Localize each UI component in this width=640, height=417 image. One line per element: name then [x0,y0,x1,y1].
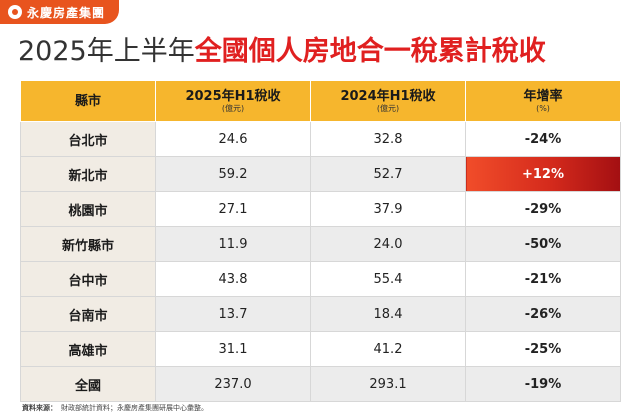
column-header-unit: (%) [536,103,550,113]
revenue-2024-cell: 24.0 [310,226,466,262]
revenue-2025-cell: 27.1 [155,191,311,227]
column-header-label: 年增率 [523,88,563,104]
page-title: 2025年上半年全國個人房地合一稅累計稅收 [18,34,628,70]
table-row: 台南市 13.7 18.4 -26% [20,296,621,332]
revenue-2024-cell: 18.4 [310,296,466,332]
yoy-growth-cell: -19% [465,366,621,402]
yoy-growth-cell: -25% [465,331,621,367]
revenue-2024-cell: 37.9 [310,191,466,227]
revenue-2025-cell: 237.0 [155,366,311,402]
county-cell: 台中市 [20,261,156,297]
column-header-yoy: 年增率 (%) [465,80,621,122]
county-cell: 新北市 [20,156,156,192]
revenue-2024-cell: 293.1 [310,366,466,402]
revenue-2025-cell: 13.7 [155,296,311,332]
county-cell: 台北市 [20,121,156,157]
table-row: 高雄市 31.1 41.2 -25% [20,331,621,367]
tax-table-container: 縣市 2025年H1稅收 (億元) 2024年H1稅收 (億元) 年增率 (%) 台北… [20,80,621,402]
revenue-2024-cell: 32.8 [310,121,466,157]
yoy-growth-cell: -50% [465,226,621,262]
column-header-label: 2024年H1稅收 [340,88,436,104]
county-cell: 新竹縣市 [20,226,156,262]
revenue-2025-cell: 31.1 [155,331,311,367]
title-period: 2025年上半年 [18,36,195,67]
table-header-row: 縣市 2025年H1稅收 (億元) 2024年H1稅收 (億元) 年增率 (%) [20,80,621,122]
table-row-total: 全國 237.0 293.1 -19% [20,366,621,402]
revenue-2025-cell: 59.2 [155,156,311,192]
revenue-2024-cell: 41.2 [310,331,466,367]
yoy-growth-cell: -26% [465,296,621,332]
revenue-2025-cell: 11.9 [155,226,311,262]
brand-logo: 永慶房產集團 [0,0,120,24]
yoy-growth-cell: -21% [465,261,621,297]
tax-revenue-table: 縣市 2025年H1稅收 (億元) 2024年H1稅收 (億元) 年增率 (%) 台北… [20,80,621,402]
revenue-2025-cell: 24.6 [155,121,311,157]
table-row: 桃園市 27.1 37.9 -29% [20,191,621,227]
table-row: 台中市 43.8 55.4 -21% [20,261,621,297]
revenue-2024-cell: 52.7 [310,156,466,192]
column-header-county: 縣市 [20,80,156,122]
source-text: 財政部統計資料；永慶房產集團研展中心彙整。 [61,404,208,412]
column-header-label: 2025年H1稅收 [185,88,281,104]
source-label: 資料來源： [22,404,57,412]
column-header-unit: (億元) [376,103,400,113]
brand-logo-bar: 永慶房產集團 [0,0,120,24]
county-cell: 台南市 [20,296,156,332]
table-row: 台北市 24.6 32.8 -24% [20,121,621,157]
revenue-2024-cell: 55.4 [310,261,466,297]
yoy-growth-highlight-cell: +12% [465,156,621,192]
column-header-2025-h1: 2025年H1稅收 (億元) [155,80,311,122]
yoy-growth-cell: -29% [465,191,621,227]
yungching-logo-icon [8,5,22,19]
brand-name: 永慶房產集團 [27,5,106,20]
source-note: 資料來源： 財政部統計資料；永慶房產集團研展中心彙整。 [22,403,208,413]
column-header-2024-h1: 2024年H1稅收 (億元) [310,80,466,122]
revenue-2025-cell: 43.8 [155,261,311,297]
county-cell: 桃園市 [20,191,156,227]
column-header-unit: (億元) [221,103,245,113]
yoy-growth-cell: -24% [465,121,621,157]
table-row: 新竹縣市 11.9 24.0 -50% [20,226,621,262]
county-cell: 全國 [20,366,156,402]
title-subject: 全國個人房地合一稅累計稅收 [194,36,546,67]
table-row: 新北市 59.2 52.7 +12% [20,156,621,192]
county-cell: 高雄市 [20,331,156,367]
column-header-label: 縣市 [74,93,101,109]
